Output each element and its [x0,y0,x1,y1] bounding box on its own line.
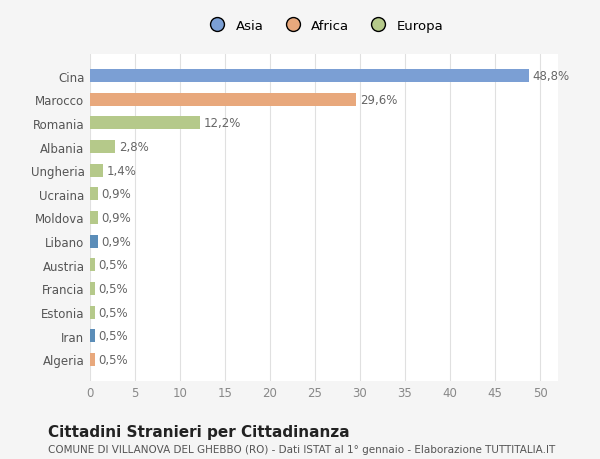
Bar [90,330,95,342]
Text: Cittadini Stranieri per Cittadinanza: Cittadini Stranieri per Cittadinanza [48,425,350,440]
Bar [90,235,98,248]
Bar [90,353,95,366]
Text: 0,9%: 0,9% [102,212,131,224]
Bar [90,188,98,201]
Text: 0,9%: 0,9% [102,235,131,248]
Bar [90,117,200,130]
Legend: Asia, Africa, Europa: Asia, Africa, Europa [200,16,448,37]
Text: 0,5%: 0,5% [98,330,128,342]
Text: 0,5%: 0,5% [98,259,128,272]
Bar [90,141,115,154]
Bar [90,70,529,83]
Text: 48,8%: 48,8% [533,70,570,83]
Bar [90,212,98,224]
Text: 0,5%: 0,5% [98,282,128,295]
Text: COMUNE DI VILLANOVA DEL GHEBBO (RO) - Dati ISTAT al 1° gennaio - Elaborazione TU: COMUNE DI VILLANOVA DEL GHEBBO (RO) - Da… [48,444,555,454]
Bar [90,282,95,295]
Text: 0,9%: 0,9% [102,188,131,201]
Text: 2,8%: 2,8% [119,141,149,154]
Bar [90,259,95,272]
Text: 0,5%: 0,5% [98,353,128,366]
Text: 29,6%: 29,6% [360,94,397,106]
Text: 12,2%: 12,2% [203,117,241,130]
Text: 0,5%: 0,5% [98,306,128,319]
Bar [90,94,356,106]
Text: 1,4%: 1,4% [106,164,136,177]
Bar [90,306,95,319]
Bar [90,164,103,177]
